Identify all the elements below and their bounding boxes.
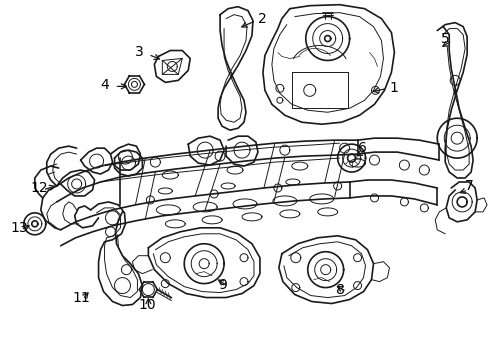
Text: 12: 12 bbox=[31, 181, 49, 195]
Text: 8: 8 bbox=[336, 283, 344, 297]
Text: 13: 13 bbox=[11, 221, 28, 235]
Text: 5: 5 bbox=[441, 32, 450, 46]
Text: 7: 7 bbox=[465, 179, 474, 193]
Text: 11: 11 bbox=[73, 291, 91, 305]
Text: 3: 3 bbox=[135, 45, 144, 59]
Text: 9: 9 bbox=[218, 278, 227, 292]
Text: 4: 4 bbox=[100, 78, 109, 93]
Text: 2: 2 bbox=[258, 12, 267, 26]
Text: 10: 10 bbox=[138, 297, 156, 311]
Text: 6: 6 bbox=[358, 141, 367, 155]
Text: 1: 1 bbox=[390, 81, 398, 95]
